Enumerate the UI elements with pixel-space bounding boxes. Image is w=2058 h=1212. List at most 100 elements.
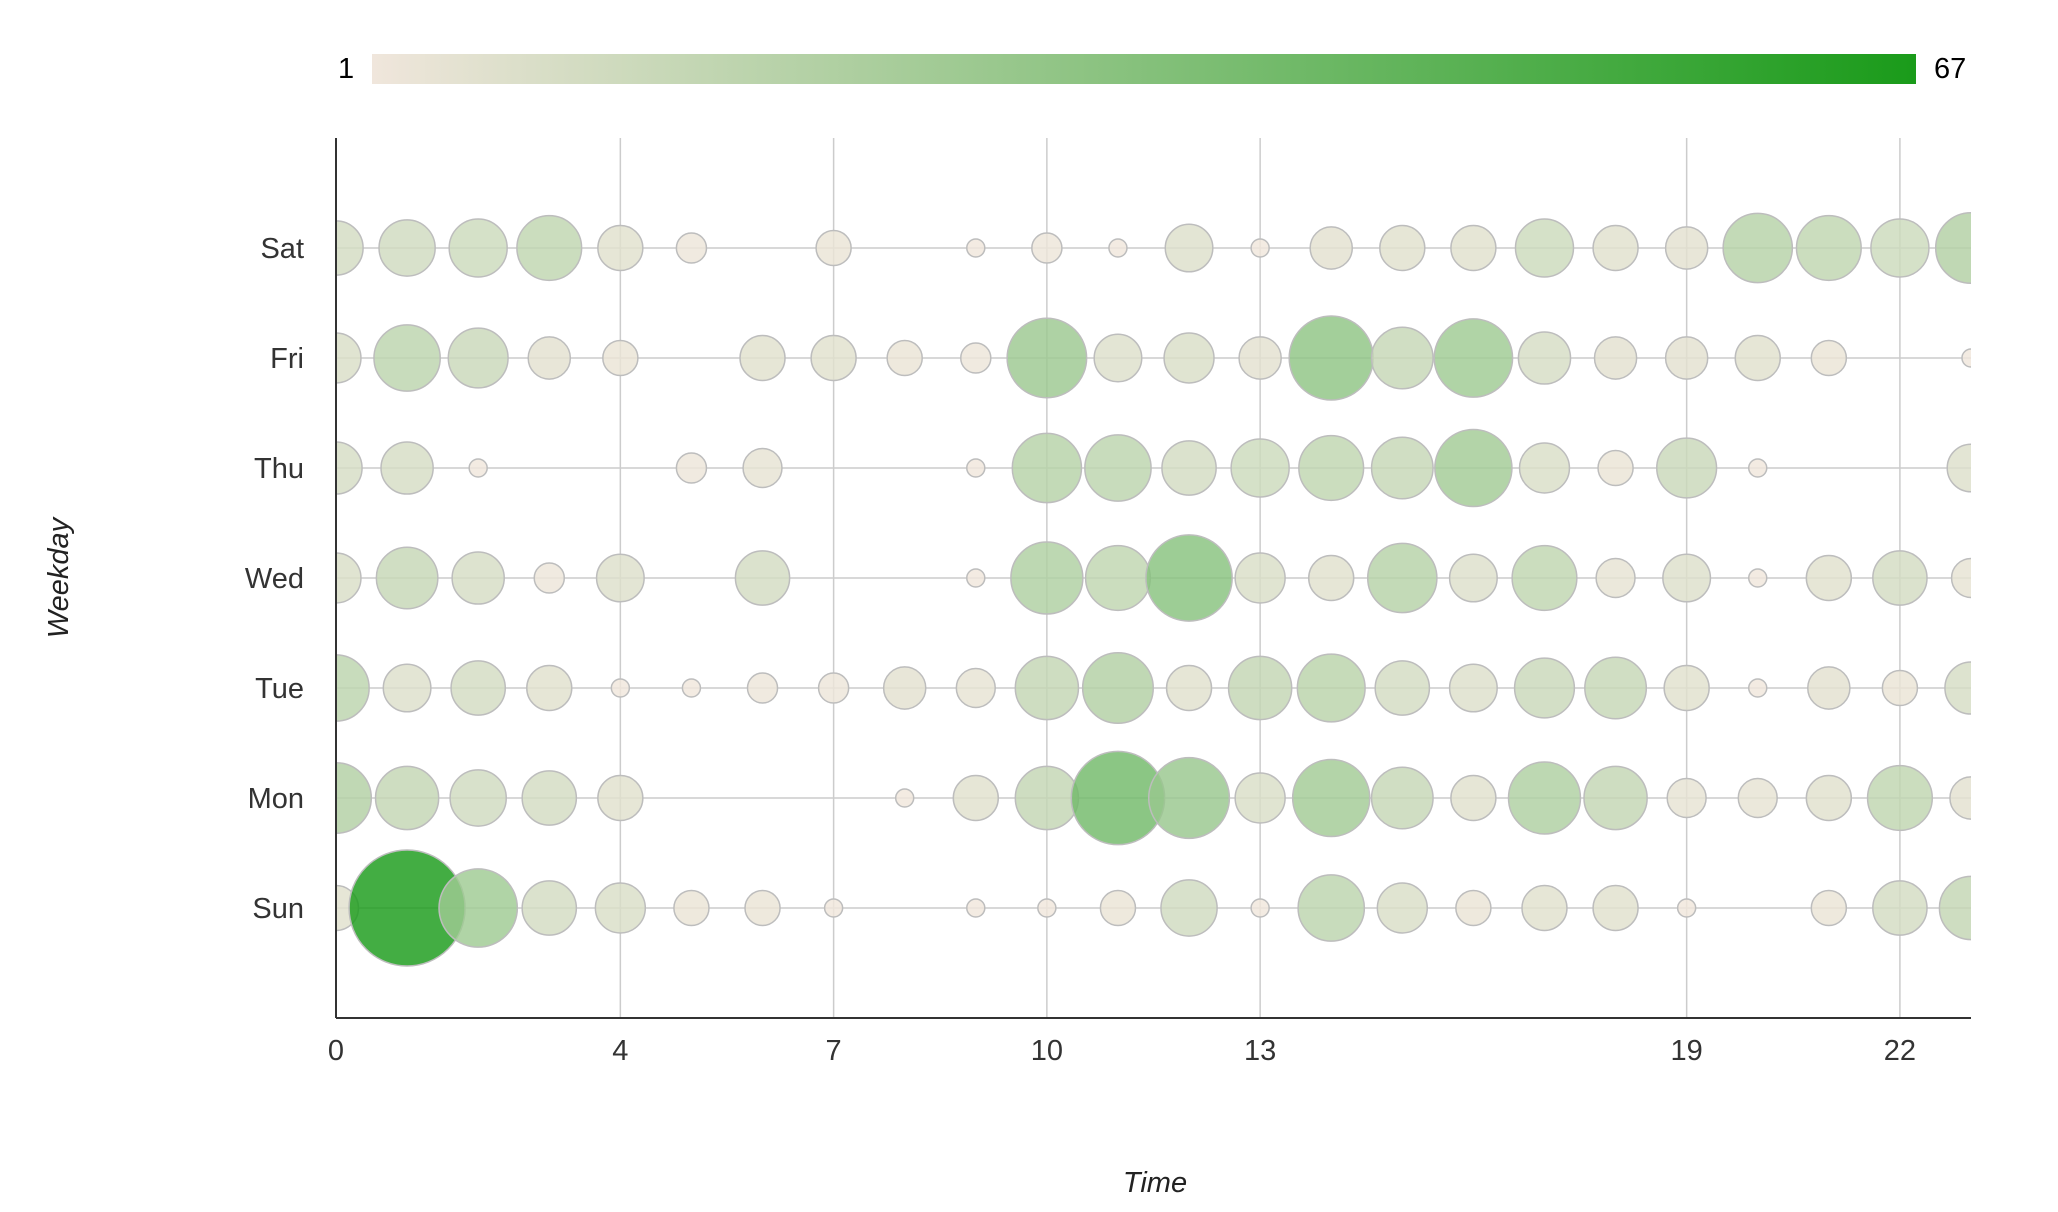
legend-gradient-bar (372, 54, 1916, 84)
bubble-wed-3 (533, 562, 566, 594)
bubble-mon-4 (597, 774, 644, 822)
bubble-mon-17 (1507, 761, 1582, 835)
bubble-sat-13 (1250, 238, 1270, 258)
bubble-mon-19 (1666, 777, 1707, 819)
bubble-sat-14 (1309, 226, 1354, 270)
bubble-wed-19 (1662, 553, 1712, 603)
bubble-sat-16 (1450, 224, 1497, 272)
bubble-tue-14 (1296, 653, 1366, 723)
bubble-fri-16 (1433, 318, 1514, 398)
bubble-mon-9 (952, 774, 1000, 822)
bubble-tue-3 (526, 664, 573, 712)
y-tick-label-wed: Wed (245, 563, 304, 595)
axes (335, 138, 1971, 1019)
bubble-mon-18 (1583, 765, 1648, 831)
bubble-sat-15 (1379, 224, 1426, 272)
bubble-fri-15 (1370, 326, 1434, 390)
bubble-wed-2 (451, 551, 505, 605)
bubble-sun-13 (1250, 898, 1270, 918)
bubble-fri-10 (1006, 317, 1088, 399)
bubble-thu-2 (468, 458, 488, 478)
bubble-thu-10 (1011, 432, 1083, 504)
bubble-tue-15 (1374, 660, 1431, 716)
x-tick-label: 13 (1244, 1035, 1276, 1067)
bubble-mon-22 (1866, 764, 1934, 832)
bubble-fri-2 (447, 327, 509, 389)
bubble-sun-16 (1455, 889, 1492, 927)
bubble-sun-4 (594, 882, 647, 934)
bubble-sun-23 (1938, 875, 1971, 941)
bubble-sat-5 (675, 232, 708, 264)
bubble-wed-22 (1872, 550, 1928, 606)
bubble-sun-17 (1521, 884, 1568, 932)
bubbles (336, 211, 1971, 967)
bubble-sun-14 (1297, 874, 1366, 942)
bubble-fri-8 (886, 339, 923, 377)
bubble-tue-5 (681, 678, 702, 698)
bubble-tue-22 (1881, 669, 1919, 707)
bubble-wed-18 (1595, 557, 1636, 599)
bubble-thu-23 (1946, 443, 1971, 493)
bubble-sun-7 (823, 898, 844, 918)
bubble-sat-1 (378, 219, 436, 277)
bubble-mon-12 (1147, 756, 1231, 840)
bubble-sat-11 (1108, 238, 1128, 258)
x-tick-label: 10 (1031, 1035, 1063, 1067)
bubble-sun-15 (1376, 882, 1429, 934)
legend-min-label: 1 (338, 53, 354, 85)
bubble-fri-14 (1288, 315, 1375, 401)
bubble-wed-17 (1511, 544, 1578, 612)
bubble-mon-16 (1450, 774, 1497, 822)
bubble-sat-0 (336, 220, 364, 276)
y-tick-labels: Sun Mon Tue Wed Thu Fri Sat (245, 233, 304, 925)
bubble-sun-9 (966, 898, 986, 918)
bubble-mon-3 (521, 770, 578, 826)
bubble-sat-20 (1722, 212, 1794, 284)
bubble-tue-17 (1513, 657, 1576, 719)
bubble-tue-11 (1081, 651, 1154, 725)
bubble-sat-17 (1514, 218, 1575, 278)
bubble-sun-18 (1592, 884, 1639, 932)
bubble-wed-9 (966, 568, 986, 588)
y-tick-label-sat: Sat (260, 233, 304, 265)
bubble-sun-11 (1099, 889, 1137, 927)
bubble-sun-2 (438, 868, 519, 948)
x-tick-label: 0 (328, 1035, 344, 1067)
y-tick-label-tue: Tue (255, 673, 304, 705)
bubble-sun-22 (1872, 880, 1928, 936)
bubble-wed-13 (1234, 552, 1286, 604)
bubble-sat-19 (1664, 226, 1709, 270)
bubble-sun-10 (1037, 898, 1057, 918)
y-tick-label-mon: Mon (248, 783, 304, 815)
bubble-sat-23 (1934, 211, 1971, 285)
bubble-mon-21 (1805, 774, 1853, 822)
bubble-sun-21 (1810, 889, 1848, 927)
bubble-wed-6 (734, 550, 791, 606)
bubble-fri-4 (602, 339, 639, 377)
bubble-sat-4 (597, 224, 644, 272)
bubble-sun-19 (1676, 898, 1697, 918)
y-tick-label-fri: Fri (270, 343, 304, 375)
bubble-mon-20 (1737, 777, 1778, 819)
x-tick-label: 22 (1884, 1035, 1916, 1067)
bubble-fri-11 (1093, 333, 1143, 383)
x-tick-labels: 0 4 7 10 13 19 22 (328, 1035, 1916, 1067)
bubble-mon-15 (1370, 766, 1434, 830)
bubble-sun-5 (673, 889, 710, 927)
bubble-sat-21 (1795, 214, 1862, 282)
bubble-thu-15 (1370, 436, 1434, 500)
bubble-tue-1 (382, 663, 432, 713)
bubble-fri-6 (739, 334, 786, 382)
bubble-mon-10 (1014, 765, 1080, 831)
bubble-tue-18 (1584, 656, 1648, 720)
bubble-thu-5 (675, 452, 708, 484)
bubble-thu-1 (380, 441, 434, 495)
bubble-sat-2 (448, 218, 508, 278)
bubble-sun-12 (1160, 879, 1218, 937)
x-tick-label: 4 (612, 1035, 628, 1067)
bubble-wed-11 (1084, 544, 1152, 612)
bubble-mon-8 (894, 788, 915, 808)
bubble-wed-15 (1366, 542, 1438, 614)
bubble-thu-6 (742, 447, 783, 489)
bubble-tue-6 (746, 672, 779, 704)
